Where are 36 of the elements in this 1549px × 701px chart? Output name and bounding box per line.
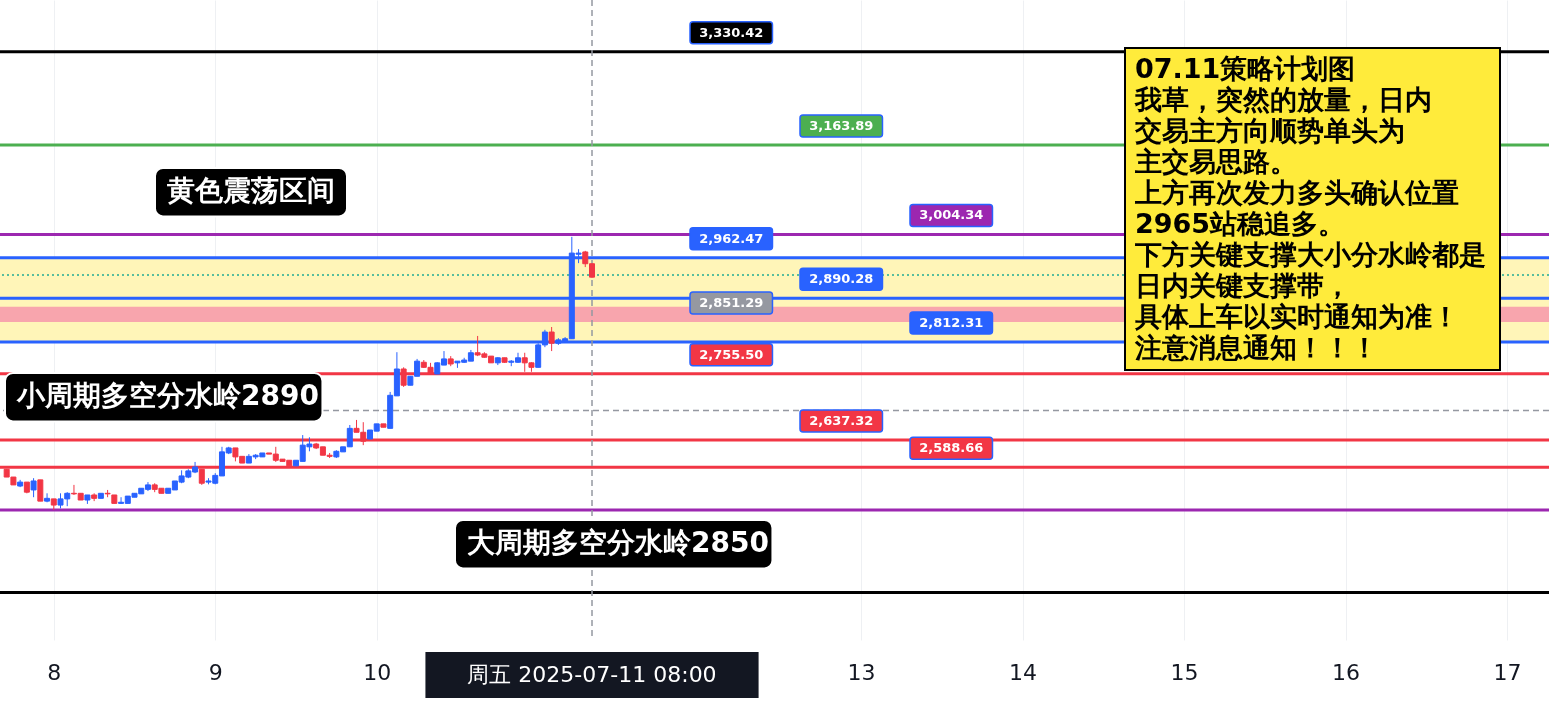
- x-tick-label: 9: [208, 659, 223, 685]
- annotation: 黄色震荡区间: [166, 174, 335, 208]
- annotation: 大周期多空分水岭2850: [467, 526, 769, 560]
- x-tick-label: 17: [1493, 659, 1522, 685]
- x-tick-label: 8: [47, 659, 62, 685]
- annotation: 日内关键支撑带，: [1135, 269, 1351, 301]
- annotation: 07.11策略计划图: [1135, 52, 1356, 84]
- x-tick-label: 13: [847, 659, 876, 685]
- annotation: 注意消息通知！！！: [1134, 331, 1378, 363]
- candlestick: [548, 326, 555, 352]
- x-tick-label: 14: [1009, 659, 1038, 685]
- ref-line-label: 2,637.32: [809, 412, 874, 428]
- candlestick: [37, 479, 44, 502]
- ref-line-label: 周五 2025-07-11 08:00: [467, 662, 717, 687]
- ref-line-label: 3,004.34: [919, 207, 984, 223]
- x-tick-label: 15: [1170, 659, 1199, 685]
- ref-line-label: 3,330.42: [699, 24, 764, 40]
- annotation: 主交易思路。: [1134, 145, 1297, 177]
- x-tick-label: 16: [1332, 659, 1361, 685]
- annotation: 2965站稳追多。: [1135, 207, 1346, 239]
- annotation: 下方关键支撑大小分水岭都是: [1134, 238, 1486, 270]
- annotation: 交易主方向顺势单头为: [1134, 114, 1405, 146]
- ref-line-label: 2,812.31: [919, 314, 984, 330]
- annotation: 小周期多空分水岭2890: [16, 379, 319, 413]
- band-label: 2,851.29: [699, 294, 764, 310]
- candlestick: [44, 492, 51, 503]
- x-tick-label: 10: [363, 659, 392, 685]
- ref-line-label: 2,962.47: [699, 230, 764, 246]
- ref-line-label: 2,890.28: [809, 271, 874, 287]
- candlestick: [30, 477, 37, 498]
- ref-line-label: 2,755.50: [699, 346, 764, 362]
- ref-line-label: 2,588.66: [919, 440, 984, 456]
- ref-line-label: 3,163.89: [809, 118, 874, 134]
- annotation: 我草，突然的放量，日内: [1134, 83, 1432, 115]
- annotation: 上方再次发力多头确认位置: [1134, 176, 1459, 208]
- annotation: 具体上车以实时通知为准！: [1134, 300, 1459, 332]
